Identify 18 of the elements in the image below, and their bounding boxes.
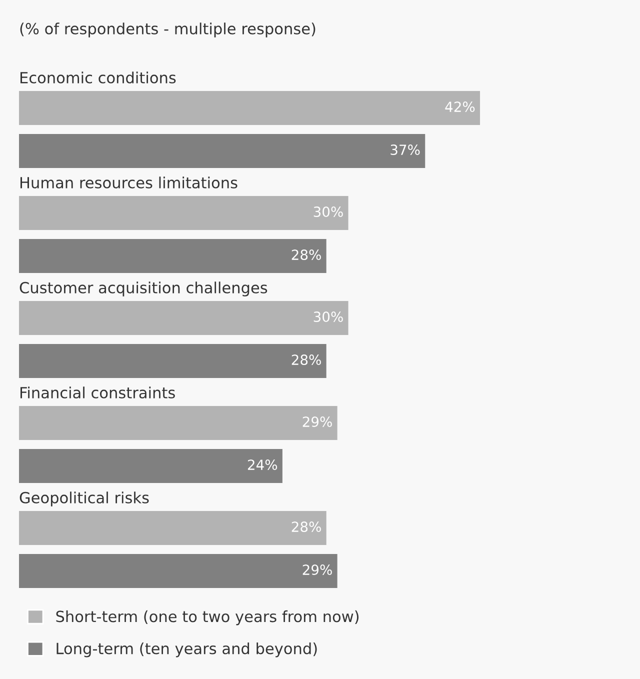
y-tick-label: Geopolitical risks: [20, 492, 149, 506]
data-label: 28%: [292, 354, 321, 366]
y-tick-label: Human resources limitations: [20, 176, 238, 188]
legend-label: Short-term (one to two years from now): [56, 610, 359, 626]
data-label: 42%: [445, 102, 475, 112]
y-tick-label: Economic conditions: [20, 72, 176, 84]
data-label: 28%: [292, 250, 321, 260]
data-label: 29%: [302, 564, 332, 576]
data-label: 29%: [302, 416, 332, 428]
y-tick-label: Financial constraints: [20, 386, 175, 398]
y-tick-label: Customer acquisition challenges: [20, 282, 268, 296]
data-label: 30%: [314, 312, 343, 322]
data-label: 37%: [390, 144, 420, 156]
data-label: 30%: [314, 206, 343, 218]
data-label: 28%: [292, 522, 321, 532]
chart-title: (% of respondents - multiple response): [20, 22, 316, 38]
data-label: 24%: [248, 460, 278, 470]
legend-label: Long-term (ten years and beyond): [56, 642, 317, 658]
